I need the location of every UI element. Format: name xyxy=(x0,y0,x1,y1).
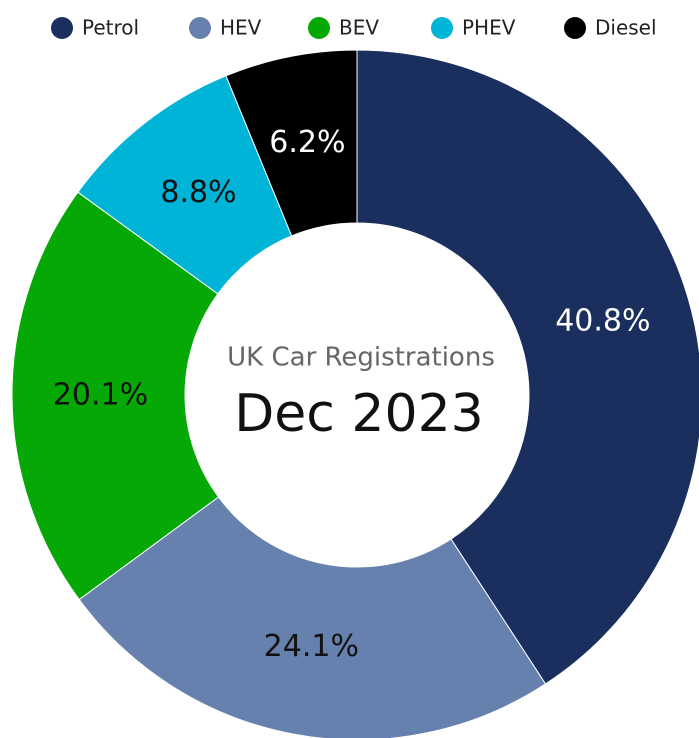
legend-label: PHEV xyxy=(462,16,516,40)
legend-marker xyxy=(431,17,453,39)
chart-title: UK Car Registrations xyxy=(227,343,495,373)
legend-label: Petrol xyxy=(82,16,139,40)
slice xyxy=(11,191,220,601)
legend-label: BEV xyxy=(339,16,379,40)
slice xyxy=(78,496,547,738)
slice-label: 6.2% xyxy=(269,125,345,160)
slice-label: 40.8% xyxy=(555,303,650,338)
slice xyxy=(225,49,358,237)
legend-label: HEV xyxy=(220,16,262,40)
slice-label: 24.1% xyxy=(264,629,359,664)
legend-label: Diesel xyxy=(595,16,657,40)
slice xyxy=(356,49,699,685)
legend-marker xyxy=(51,17,73,39)
slices: 40.8% 24.1% 20.1% 8.8% 6.2% xyxy=(11,49,699,738)
legend-marker xyxy=(564,17,586,39)
slice-label: 8.8% xyxy=(160,175,236,210)
legend-marker xyxy=(308,17,330,39)
legend-marker xyxy=(189,17,211,39)
legend: Petrol HEV BEV PHEV Diesel xyxy=(51,16,657,40)
slice-label: 20.1% xyxy=(53,377,148,412)
chart-subtitle: Dec 2023 xyxy=(234,384,484,444)
